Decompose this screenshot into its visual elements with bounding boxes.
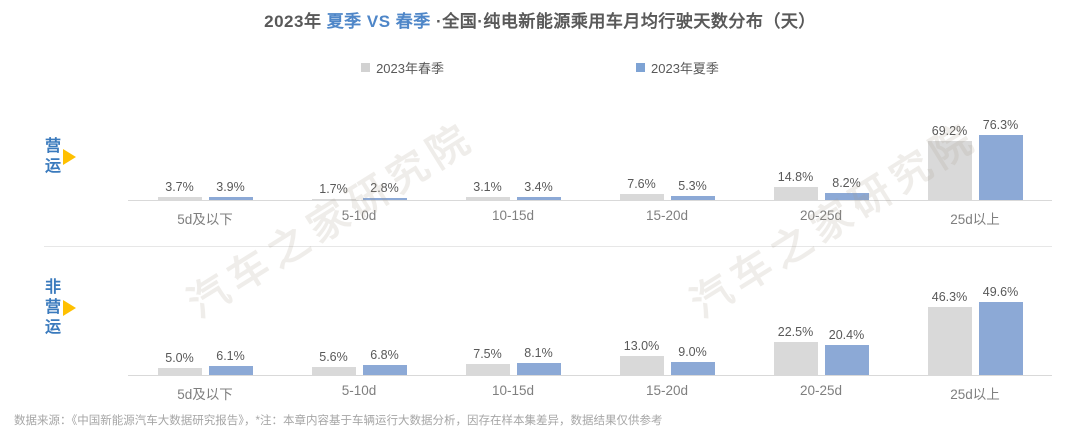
title-highlight: 夏季 VS 春季 <box>326 12 431 31</box>
row-label-non-operating: 非营运 <box>42 278 76 338</box>
chart-row-non-operating: 5.0% 6.1% 5d及以下 5.6% 6.8% 5-10d 7.5% 8.1% 10-15d… <box>128 275 1052 403</box>
bar-spring <box>311 198 356 200</box>
category-label: 25d以上 <box>950 212 1000 227</box>
title-prefix: 2023年 <box>264 12 327 31</box>
category-group: 46.3% 49.6% 25d以上 <box>898 275 1052 403</box>
value-label: 13.0% <box>623 338 660 353</box>
value-label: 8.2% <box>832 176 861 190</box>
value-label: 7.6% <box>627 176 656 191</box>
value-label: 6.1% <box>216 349 245 363</box>
value-label: 69.2% <box>931 124 968 138</box>
category-group: 1.7% 2.8% 5-10d <box>282 100 436 228</box>
value-label: 7.5% <box>473 347 502 361</box>
value-label: 3.7% <box>165 179 194 194</box>
bar-summer <box>824 345 869 375</box>
legend-label-spring: 2023年春季 <box>376 61 444 76</box>
bar-summer <box>362 365 407 375</box>
bar-summer <box>978 135 1023 200</box>
category-group: 13.0% 9.0% 15-20d <box>590 275 744 403</box>
bar-summer <box>208 196 253 200</box>
bar-spring <box>773 187 818 200</box>
bar-spring <box>157 196 202 200</box>
legend-marker-spring <box>361 63 371 72</box>
bar-spring <box>619 355 664 375</box>
row-divider <box>44 246 1052 247</box>
category-label: 15-20d <box>645 383 689 398</box>
bar-summer <box>208 366 253 375</box>
value-label: 9.0% <box>678 344 707 359</box>
bar-summer <box>978 302 1023 375</box>
legend-item-summer: 2023年夏季 <box>636 58 719 77</box>
value-label: 2.8% <box>370 180 399 195</box>
value-label: 20.4% <box>828 328 865 342</box>
bar-summer <box>670 195 715 200</box>
value-label: 3.1% <box>473 180 502 195</box>
value-label: 8.1% <box>524 346 553 361</box>
category-label: 5-10d <box>341 383 377 398</box>
bar-spring <box>619 193 664 200</box>
arrow-right-icon <box>63 300 76 316</box>
category-label: 15-20d <box>645 208 689 223</box>
category-group: 7.6% 5.3% 15-20d <box>590 100 744 228</box>
source-note: 数据来源：《中国新能源汽车大数据研究报告》，*注：本章内容基于车辆运行大数据分析… <box>14 415 663 427</box>
bar-spring <box>157 367 202 375</box>
category-group: 69.2% 76.3% 25d以上 <box>898 100 1052 228</box>
bar-spring <box>465 197 510 200</box>
category-label: 10-15d <box>491 383 535 398</box>
value-label: 5.6% <box>319 349 348 364</box>
row-label-text: 非营运 <box>42 278 59 338</box>
value-label: 22.5% <box>777 324 814 339</box>
category-group: 3.1% 3.4% 10-15d <box>436 100 590 228</box>
bar-summer <box>670 361 715 375</box>
row-label-operating: 营运 <box>42 137 76 177</box>
legend: 2023年春季 2023年夏季 <box>0 58 1080 77</box>
bar-spring <box>311 366 356 375</box>
value-label: 5.0% <box>165 350 194 365</box>
category-label: 10-15d <box>491 208 535 223</box>
bar-spring <box>465 364 510 375</box>
page-title: 2023年 夏季 VS 春季 ·全国·纯电新能源乘用车月均行驶天数分布（天） <box>0 7 1080 32</box>
bar-spring <box>773 341 818 375</box>
value-label: 76.3% <box>982 118 1019 132</box>
legend-label-summer: 2023年夏季 <box>651 61 719 76</box>
category-label: 5d及以下 <box>177 387 233 402</box>
row-label-text: 营运 <box>42 137 59 177</box>
value-label: 1.7% <box>319 181 348 196</box>
category-group: 7.5% 8.1% 10-15d <box>436 275 590 403</box>
bar-summer <box>516 197 561 200</box>
value-label: 6.8% <box>370 348 399 362</box>
chart-row-operating: 3.7% 3.9% 5d及以下 1.7% 2.8% 5-10d 3.1% 3.4% 10-15d… <box>128 100 1052 228</box>
legend-item-spring: 2023年春季 <box>361 58 444 77</box>
bar-spring <box>927 141 972 200</box>
category-group: 5.0% 6.1% 5d及以下 <box>128 275 282 403</box>
bar-summer <box>516 363 561 375</box>
bar-summer <box>362 197 407 200</box>
category-label: 20-25d <box>799 208 843 223</box>
value-label: 3.9% <box>216 179 245 194</box>
category-label: 5d及以下 <box>177 212 233 227</box>
value-label: 46.3% <box>931 289 968 304</box>
value-label: 49.6% <box>982 285 1019 299</box>
bar-spring <box>927 306 972 375</box>
arrow-right-icon <box>63 149 76 165</box>
value-label: 5.3% <box>678 178 707 193</box>
value-label: 3.4% <box>524 180 553 195</box>
legend-marker-summer <box>636 63 645 72</box>
category-label: 5-10d <box>341 208 377 223</box>
value-label: 14.8% <box>777 170 814 185</box>
category-group: 22.5% 20.4% 20-25d <box>744 275 898 403</box>
category-group: 14.8% 8.2% 20-25d <box>744 100 898 228</box>
category-label: 20-25d <box>799 383 843 398</box>
category-group: 3.7% 3.9% 5d及以下 <box>128 100 282 228</box>
bar-summer <box>824 193 869 200</box>
category-label: 25d以上 <box>950 387 1000 402</box>
title-suffix: ·全国·纯电新能源乘用车月均行驶天数分布（天） <box>430 12 816 31</box>
category-group: 5.6% 6.8% 5-10d <box>282 275 436 403</box>
